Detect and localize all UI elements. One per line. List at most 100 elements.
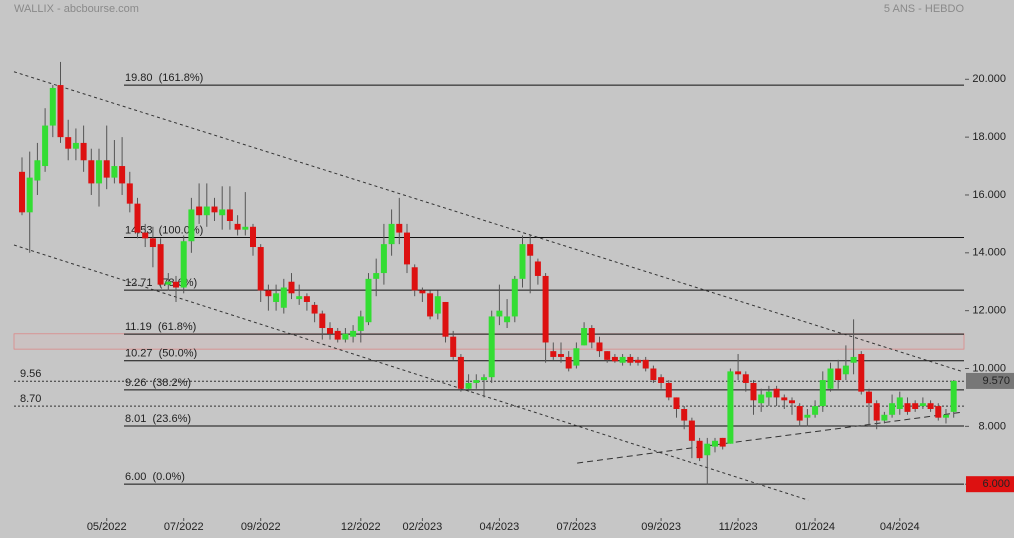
candle-body: [373, 273, 380, 279]
candle-body: [588, 328, 595, 343]
y-tick-label: 16.000: [972, 189, 1006, 201]
candle-body: [557, 354, 564, 357]
candle-body: [180, 241, 187, 288]
y-tick-label: 8.000: [978, 420, 1006, 432]
candle-body: [65, 137, 72, 149]
candle-body: [34, 160, 41, 181]
x-tick-label: 04/2023: [480, 521, 520, 533]
candle-body: [950, 380, 957, 412]
candle-body: [311, 304, 318, 314]
candle-body: [642, 359, 649, 369]
candle-body: [242, 226, 249, 230]
candle-body: [727, 371, 734, 444]
candle-body: [234, 223, 241, 230]
candle-body: [873, 403, 880, 421]
candle-body: [450, 336, 457, 357]
candle-body: [273, 293, 280, 302]
candle-body: [742, 374, 749, 383]
candle-body: [573, 348, 580, 366]
candle-body: [935, 406, 942, 418]
candle-body: [519, 244, 526, 279]
candle-body: [688, 420, 695, 441]
x-tick-label: 09/2022: [241, 521, 281, 533]
candle-body: [919, 403, 926, 407]
candle-body: [565, 356, 572, 369]
candle-body: [527, 244, 534, 256]
candle-body: [334, 330, 341, 340]
candle-body: [865, 391, 872, 404]
candle-body: [835, 368, 842, 381]
candle-body: [57, 85, 64, 138]
candle-body: [396, 223, 403, 233]
trendline: [577, 411, 963, 464]
candle-body: [681, 408, 688, 421]
candle-body: [619, 356, 626, 363]
y-tick-label: 20.000: [972, 73, 1006, 85]
candle-body: [457, 356, 464, 389]
candle-body: [511, 278, 518, 317]
candle-body: [434, 296, 441, 314]
level-label: 8.70: [20, 393, 41, 405]
candle-body: [665, 382, 672, 398]
fib-label: 11.19 (61.8%): [125, 321, 196, 333]
candle-body: [496, 310, 503, 317]
candle-body: [819, 380, 826, 407]
candle-body: [119, 166, 126, 184]
candle-body: [350, 330, 357, 337]
candle-body: [765, 391, 772, 398]
candle-body: [19, 171, 26, 213]
trendline: [13, 71, 964, 373]
candle-body: [927, 403, 934, 409]
candle-body: [912, 403, 919, 409]
x-tick-label: 01/2024: [795, 521, 835, 533]
candle-body: [942, 414, 949, 418]
x-tick-label: 04/2024: [880, 521, 920, 533]
candle-body: [188, 209, 195, 242]
candle-body: [896, 397, 903, 409]
candle-body: [250, 226, 257, 248]
candle-body: [504, 316, 511, 323]
candle-body: [542, 275, 549, 343]
candle-body: [342, 333, 349, 340]
candle-body: [827, 368, 834, 389]
x-tick-label: 11/2023: [719, 521, 758, 533]
y-tick-label: 18.000: [972, 131, 1006, 143]
y-tick-label: 14.000: [972, 247, 1006, 259]
candle-body: [157, 244, 164, 285]
x-tick-label: 02/2023: [403, 521, 443, 533]
candle-body: [889, 403, 896, 415]
candle-body: [842, 365, 849, 375]
candle-body: [211, 206, 218, 213]
fib-label: 6.00 (0.0%): [125, 471, 185, 483]
x-tick-label: 07/2022: [164, 521, 204, 533]
candle-body: [634, 359, 641, 363]
candle-body: [357, 316, 364, 331]
candle-body: [326, 328, 333, 334]
candle-body: [850, 356, 857, 363]
candle-body: [781, 397, 788, 401]
candle-body: [288, 281, 295, 294]
candle-body: [673, 397, 680, 409]
candle-body: [480, 377, 487, 381]
candle-body: [696, 440, 703, 459]
candle-body: [280, 287, 287, 308]
candle-body: [142, 232, 149, 239]
candle-body: [388, 223, 395, 245]
candle-body: [49, 87, 56, 126]
candle-body: [42, 125, 49, 167]
candle-body: [365, 278, 372, 323]
candle-body: [704, 443, 711, 456]
candle-body: [296, 296, 303, 300]
candle-body: [904, 403, 911, 412]
support-price-label: 6.000: [982, 478, 1010, 490]
candle-body: [149, 238, 156, 248]
x-tick-label: 09/2023: [641, 521, 681, 533]
candle-body: [403, 232, 410, 265]
candle-body: [788, 400, 795, 404]
candle-body: [126, 183, 133, 204]
candle-body: [773, 388, 780, 398]
candle-body: [442, 301, 449, 337]
candle-body: [173, 281, 180, 288]
x-tick-label: 07/2023: [557, 521, 597, 533]
